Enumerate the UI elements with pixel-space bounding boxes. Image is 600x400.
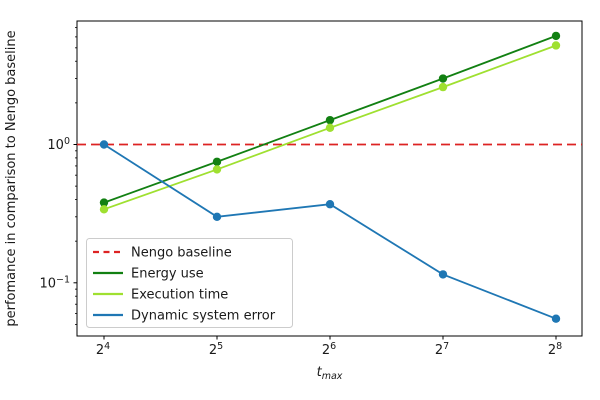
execution-time-point xyxy=(99,205,109,214)
dynamic-system-error-point xyxy=(99,140,109,149)
execution-time-point xyxy=(438,82,448,92)
x-tick-label: 28 xyxy=(548,341,562,358)
execution-time-point xyxy=(551,41,561,50)
dynamic-system-error-point xyxy=(212,212,222,222)
legend-label-execution-time: Execution time xyxy=(131,288,228,303)
legend: Nengo baseline Energy use Execution time Dy… xyxy=(86,238,293,328)
legend-label-energy-use: Energy use xyxy=(131,267,204,282)
execution-time-point xyxy=(212,165,222,174)
legend-label-dynamic-system-error: Dynamic system error xyxy=(131,309,276,324)
x-tick-label: 27 xyxy=(435,341,449,358)
x-axis-label: tmax xyxy=(317,365,343,382)
y-tick-label: 10−1 xyxy=(39,274,70,291)
dynamic-system-error-point xyxy=(551,314,561,323)
execution-time-point xyxy=(325,123,335,133)
energy-use-point xyxy=(551,31,561,41)
energy-use-point xyxy=(438,74,448,83)
dynamic-system-error-point xyxy=(325,200,335,209)
y-tick-label: 100 xyxy=(47,136,70,153)
energy-use-point xyxy=(212,157,222,166)
dynamic-system-error-point xyxy=(438,270,448,279)
x-tick-label: 24 xyxy=(96,341,110,358)
chart-root: 100 10−1 24 25 26 27 28 tmax Nengo baseline Energ… xyxy=(39,20,583,382)
energy-use-point xyxy=(99,198,109,207)
x-tick-label: 25 xyxy=(209,341,223,358)
y-axis-label: perfomance in comparison to Nengo baseli… xyxy=(4,30,19,326)
energy-use-point xyxy=(325,115,335,125)
legend-box xyxy=(86,238,293,328)
x-tick-label: 26 xyxy=(322,341,336,358)
legend-label-nengo-baseline: Nengo baseline xyxy=(131,246,232,261)
